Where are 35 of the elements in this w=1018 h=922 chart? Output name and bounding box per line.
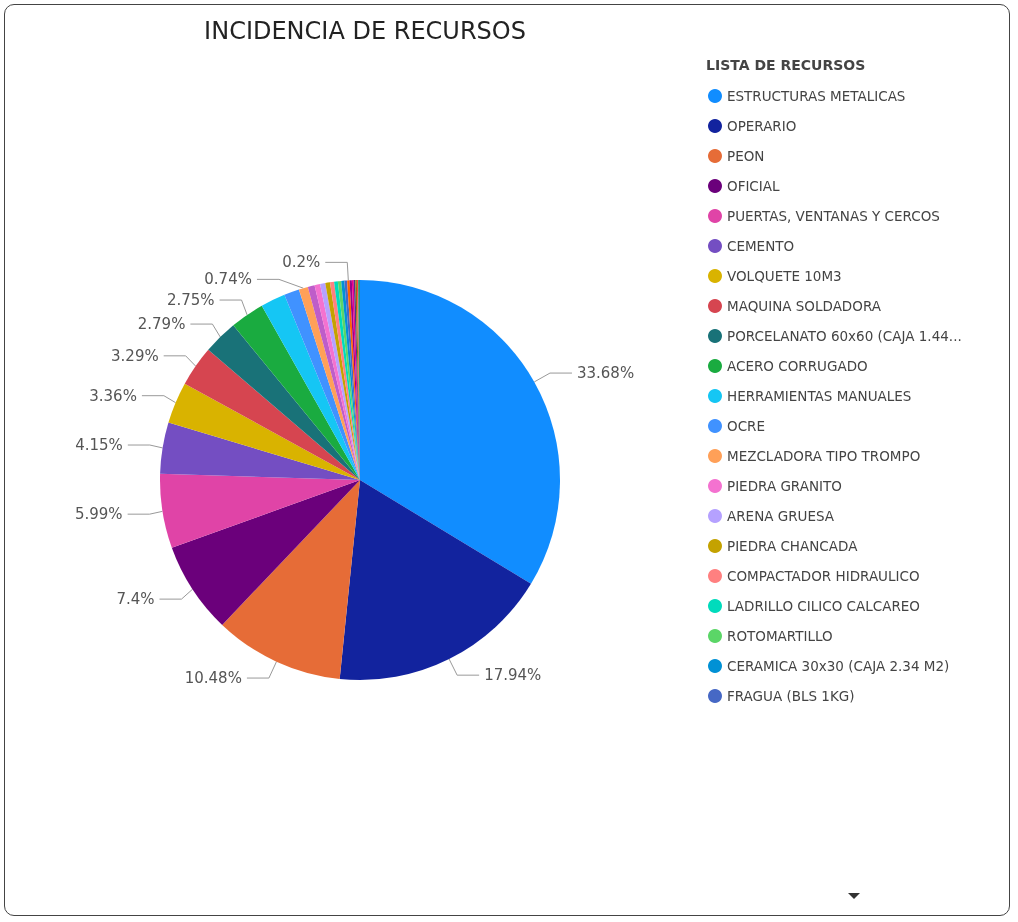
legend-label: ESTRUCTURAS METALICAS: [727, 88, 906, 104]
legend-label: PIEDRA GRANITO: [727, 478, 842, 494]
legend-label: PIEDRA CHANCADA: [727, 538, 859, 554]
legend-label: CEMENTO: [727, 238, 795, 254]
legend-label: OFICIAL: [727, 178, 781, 194]
legend-label: ROTOMARTILLO: [727, 628, 833, 644]
legend-label: MAQUINA SOLDADORA: [727, 298, 882, 314]
legend-label: PEON: [727, 148, 765, 164]
legend-label: COMPACTADOR HIDRAULICO: [727, 568, 920, 584]
legend-label: PUERTAS, VENTANAS Y CERCOS: [727, 208, 940, 224]
data-label: 7.4%: [116, 590, 155, 609]
legend-label: OPERARIO: [727, 118, 797, 134]
legend-label: VOLQUETE 10M3: [727, 268, 842, 284]
data-label: 17.94%: [484, 666, 542, 685]
legend-label: FRAGUA (BLS 1KG): [727, 688, 855, 704]
legend-label: ARENA GRUESA: [727, 508, 835, 524]
legend-label: CERAMICA 30x30 (CAJA 2.34 M2): [727, 658, 950, 674]
legend-label: PORCELANATO 60x60 (CAJA 1.44...: [727, 328, 962, 344]
data-label: 3.36%: [89, 386, 137, 405]
legend-label: LADRILLO CILICO CALCAREO: [727, 598, 920, 614]
data-label: 33.68%: [576, 364, 635, 383]
legend-label: OCRE: [727, 418, 765, 434]
data-label: 10.48%: [184, 669, 242, 688]
data-label: 3.29%: [111, 346, 159, 365]
chart-title: INCIDENCIA DE RECURSOS: [204, 17, 526, 45]
legend-label: HERRAMIENTAS MANUALES: [727, 388, 912, 404]
legend-label: MEZCLADORA TIPO TROMPO: [727, 448, 921, 464]
data-label: 2.79%: [137, 315, 186, 334]
data-label: 2.75%: [166, 291, 215, 310]
legend-label: ACERO CORRUGADO: [727, 358, 868, 374]
data-label: 4.15%: [75, 436, 123, 455]
data-label: 0.2%: [282, 253, 321, 272]
data-label: 5.99%: [74, 505, 123, 524]
data-label: 0.74%: [204, 270, 252, 289]
legend-title: LISTA DE RECURSOS: [706, 57, 866, 73]
